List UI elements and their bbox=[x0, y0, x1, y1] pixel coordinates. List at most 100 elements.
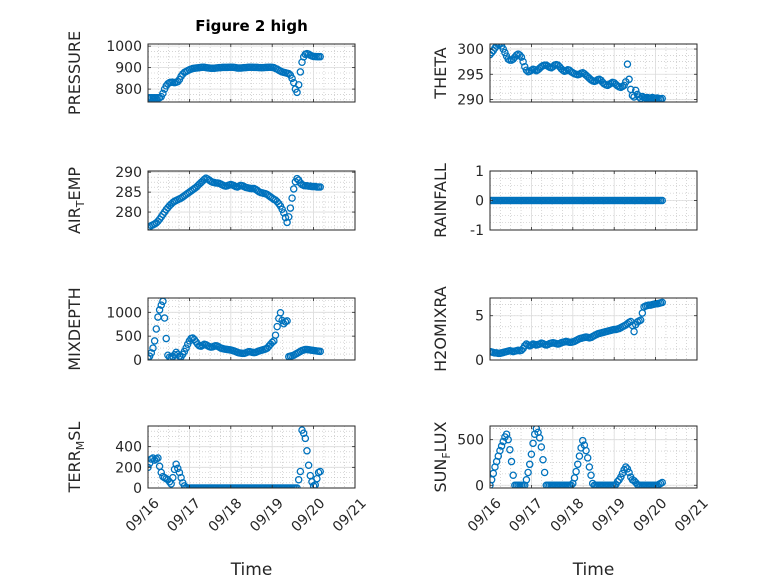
x-tick-label: 09/17 bbox=[506, 495, 546, 535]
data-point bbox=[532, 426, 541, 433]
axes-frame bbox=[147, 297, 356, 361]
data-point bbox=[658, 478, 666, 487]
x-tick-label: 09/21 bbox=[672, 495, 712, 535]
data-point bbox=[540, 468, 549, 477]
x-tick-label: 09/16 bbox=[123, 495, 163, 535]
y-tick-label: 800 bbox=[115, 82, 142, 98]
y-tick-label: 290 bbox=[115, 165, 142, 181]
data-series bbox=[148, 174, 324, 230]
data-point bbox=[301, 434, 310, 443]
data-point bbox=[288, 74, 296, 83]
data-series bbox=[490, 298, 666, 358]
data-point bbox=[623, 60, 632, 68]
data-point bbox=[574, 460, 582, 469]
data-point bbox=[283, 317, 291, 325]
data-point bbox=[625, 468, 633, 477]
y-tick-label: 0 bbox=[133, 353, 142, 369]
data-point bbox=[507, 457, 516, 466]
data-point bbox=[159, 89, 167, 98]
data-point bbox=[631, 86, 640, 95]
y-tick-label: 0 bbox=[475, 478, 484, 494]
chart-title: Figure 2 high bbox=[195, 17, 308, 35]
data-point bbox=[182, 344, 190, 352]
data-point bbox=[154, 454, 162, 462]
data-point bbox=[273, 322, 281, 331]
data-point bbox=[159, 298, 167, 306]
y-tick-label: 0 bbox=[475, 194, 484, 210]
data-point bbox=[587, 471, 595, 479]
y-tick-label: -1 bbox=[470, 223, 484, 239]
data-point bbox=[535, 434, 544, 442]
data-point bbox=[638, 309, 647, 317]
axes-frame bbox=[147, 43, 356, 103]
y-axis-label: TERRMSL bbox=[65, 422, 87, 494]
data-point bbox=[281, 213, 290, 222]
data-point bbox=[516, 51, 524, 59]
data-point bbox=[276, 309, 285, 317]
data-point bbox=[160, 314, 169, 322]
data-point bbox=[521, 62, 529, 71]
data-series bbox=[490, 196, 666, 205]
y-axis-label: H2OMIXRA bbox=[431, 286, 450, 372]
data-point bbox=[490, 347, 494, 356]
subplot-5: 0 500 1000 MIXDEPTH bbox=[65, 287, 356, 371]
data-point bbox=[278, 205, 286, 214]
subplot-2: 290 295 300 THETA bbox=[431, 42, 698, 108]
data-point bbox=[296, 68, 305, 76]
data-point bbox=[154, 313, 162, 321]
data-point bbox=[623, 465, 632, 473]
y-tick-label: 285 bbox=[115, 185, 142, 201]
x-tick-label: 09/17 bbox=[164, 495, 204, 535]
data-point bbox=[157, 301, 165, 309]
data-point bbox=[200, 175, 209, 184]
axes-frame bbox=[147, 170, 356, 231]
y-tick-label: 5 bbox=[475, 309, 484, 325]
data-point bbox=[174, 464, 182, 473]
x-tick-label: 09/18 bbox=[548, 495, 588, 535]
y-tick-label: 500 bbox=[115, 329, 142, 345]
y-tick-label: 200 bbox=[115, 460, 142, 476]
data-point bbox=[490, 50, 494, 59]
x-tick-label: 09/16 bbox=[465, 495, 505, 535]
subplot-1: 800 900 1000 Figure 2 high PRESSURE bbox=[65, 17, 356, 115]
data-point bbox=[504, 435, 512, 444]
y-tick-label: 1 bbox=[475, 164, 484, 180]
x-tick-label: 09/21 bbox=[330, 495, 370, 535]
data-point bbox=[286, 204, 295, 212]
data-point bbox=[148, 463, 152, 472]
data-point bbox=[150, 337, 159, 345]
x-tick-label: 09/19 bbox=[247, 495, 287, 535]
data-point bbox=[294, 475, 303, 484]
data-series bbox=[490, 426, 666, 488]
data-point bbox=[316, 52, 324, 61]
data-point bbox=[497, 442, 506, 450]
data-point bbox=[304, 461, 313, 470]
data-series bbox=[148, 49, 324, 102]
data-point bbox=[490, 469, 498, 478]
data-point bbox=[155, 306, 164, 314]
data-series bbox=[148, 426, 324, 488]
subplot-3: 280 285 290 AIRTEMP bbox=[65, 165, 356, 234]
data-point bbox=[155, 462, 164, 471]
data-point bbox=[517, 53, 526, 61]
data-point bbox=[636, 316, 645, 324]
subplot-4: -1 0 1 RAINFALL bbox=[431, 163, 698, 239]
subplot-8: 0 500 09/16 09/17 09/18 09/19 09/20 09/21 SUNFLU… bbox=[431, 421, 712, 580]
data-point bbox=[572, 467, 580, 476]
axes-frame bbox=[489, 43, 698, 103]
y-tick-label: 0 bbox=[133, 481, 142, 497]
y-axis-label: SUNFLUX bbox=[431, 421, 453, 492]
data-point bbox=[537, 443, 546, 451]
x-axis-label: Time bbox=[230, 560, 273, 580]
data-point bbox=[658, 196, 666, 205]
x-tick-label: 09/20 bbox=[630, 495, 670, 535]
data-point bbox=[316, 467, 324, 476]
data-point bbox=[313, 474, 321, 483]
data-point bbox=[293, 88, 301, 97]
x-tick-label: 09/20 bbox=[288, 495, 328, 535]
subplot-6: 0 5 H2OMIXRA bbox=[431, 286, 698, 372]
y-axis-label: MIXDEPTH bbox=[65, 287, 84, 370]
data-point bbox=[620, 81, 628, 90]
data-point bbox=[539, 455, 547, 464]
